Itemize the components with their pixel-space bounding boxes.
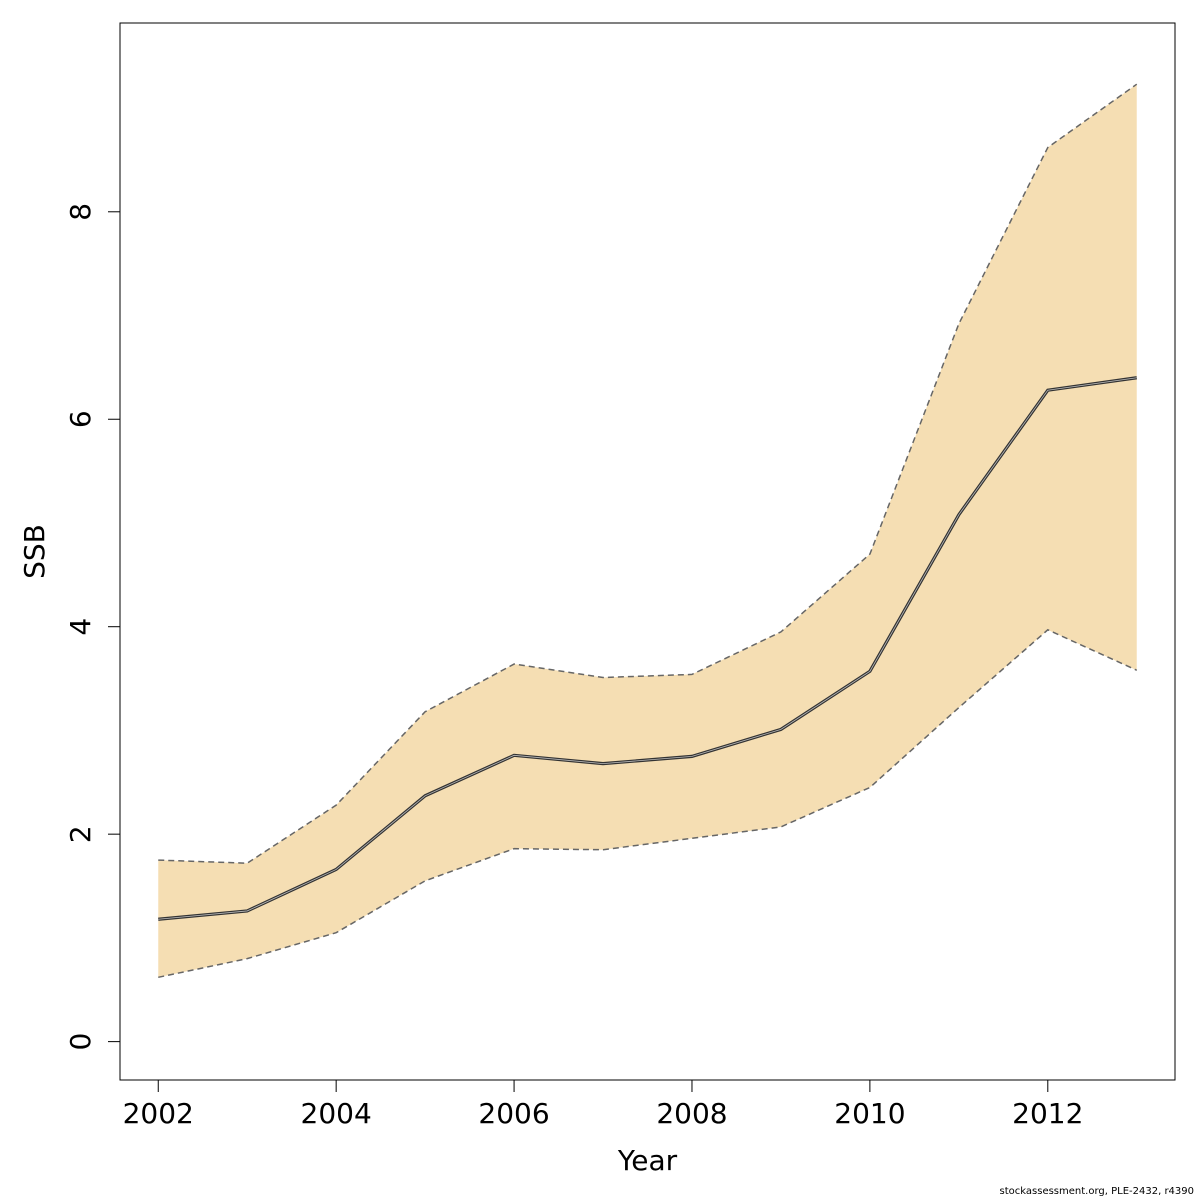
y-tick-label-2: 2 xyxy=(64,825,97,843)
footer-note: stockassessment.org, PLE-2432, r4390 xyxy=(999,1186,1194,1197)
x-tick-label-2008: 2008 xyxy=(656,1097,727,1130)
y-axis: 0 2 4 6 8 xyxy=(64,203,121,1051)
y-tick-label-8: 8 xyxy=(64,203,97,221)
upper-bound-line xyxy=(158,83,1138,864)
y-axis-title: SSB xyxy=(18,524,51,579)
x-axis-title: Year xyxy=(617,1144,678,1177)
lower-bound-line xyxy=(158,628,1138,979)
confidence-band-layer xyxy=(158,84,1137,978)
ssb-line-core-0 xyxy=(158,377,1137,920)
x-tick-label-2004: 2004 xyxy=(301,1097,372,1130)
x-tick-label-2006: 2006 xyxy=(478,1097,549,1130)
x-tick-label-2010: 2010 xyxy=(834,1097,905,1130)
y-tick-label-6: 6 xyxy=(64,410,97,428)
y-tick-label-0: 0 xyxy=(64,1033,97,1051)
x-axis: 2002 2004 2006 2008 2010 2012 xyxy=(123,1079,1083,1130)
confidence-band xyxy=(158,84,1137,978)
y-tick-label-4: 4 xyxy=(64,618,97,636)
series-line-layer xyxy=(158,83,1138,979)
x-tick-label-2012: 2012 xyxy=(1012,1097,1083,1130)
x-tick-label-2002: 2002 xyxy=(123,1097,194,1130)
